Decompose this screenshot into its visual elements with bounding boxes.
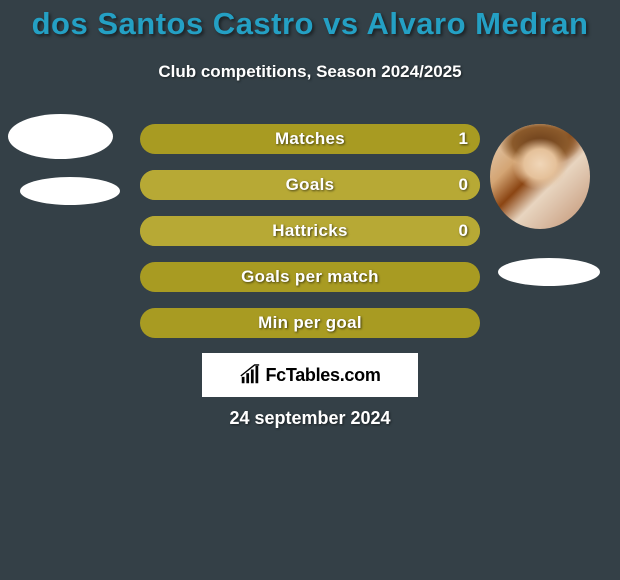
player-left-flag xyxy=(20,177,120,205)
bar-label: Min per goal xyxy=(140,308,480,338)
player-right-flag xyxy=(498,258,600,286)
chart-icon xyxy=(239,364,261,386)
comparison-card: dos Santos Castro vs Alvaro Medran Club … xyxy=(0,0,620,580)
bar-label: Goals xyxy=(140,170,480,200)
stat-bar-row: 0Hattricks xyxy=(140,216,480,246)
stat-bars: 1Matches 0Goals 0Hattricks Goals per match M… xyxy=(140,124,480,354)
stat-bar-row: 1Matches xyxy=(140,124,480,154)
bar-label: Goals per match xyxy=(140,262,480,292)
stat-bar-row: Goals per match xyxy=(140,262,480,292)
bar-label: Matches xyxy=(140,124,480,154)
bar-label: Hattricks xyxy=(140,216,480,246)
logo-text: FcTables.com xyxy=(265,365,380,386)
player-right-avatar xyxy=(490,124,590,229)
source-logo: FcTables.com xyxy=(202,353,418,397)
stat-bar-row: Min per goal xyxy=(140,308,480,338)
player-left-avatar xyxy=(8,114,113,159)
stat-bar-row: 0Goals xyxy=(140,170,480,200)
card-subtitle: Club competitions, Season 2024/2025 xyxy=(0,62,620,82)
card-date: 24 september 2024 xyxy=(0,408,620,429)
card-title: dos Santos Castro vs Alvaro Medran xyxy=(0,6,620,42)
